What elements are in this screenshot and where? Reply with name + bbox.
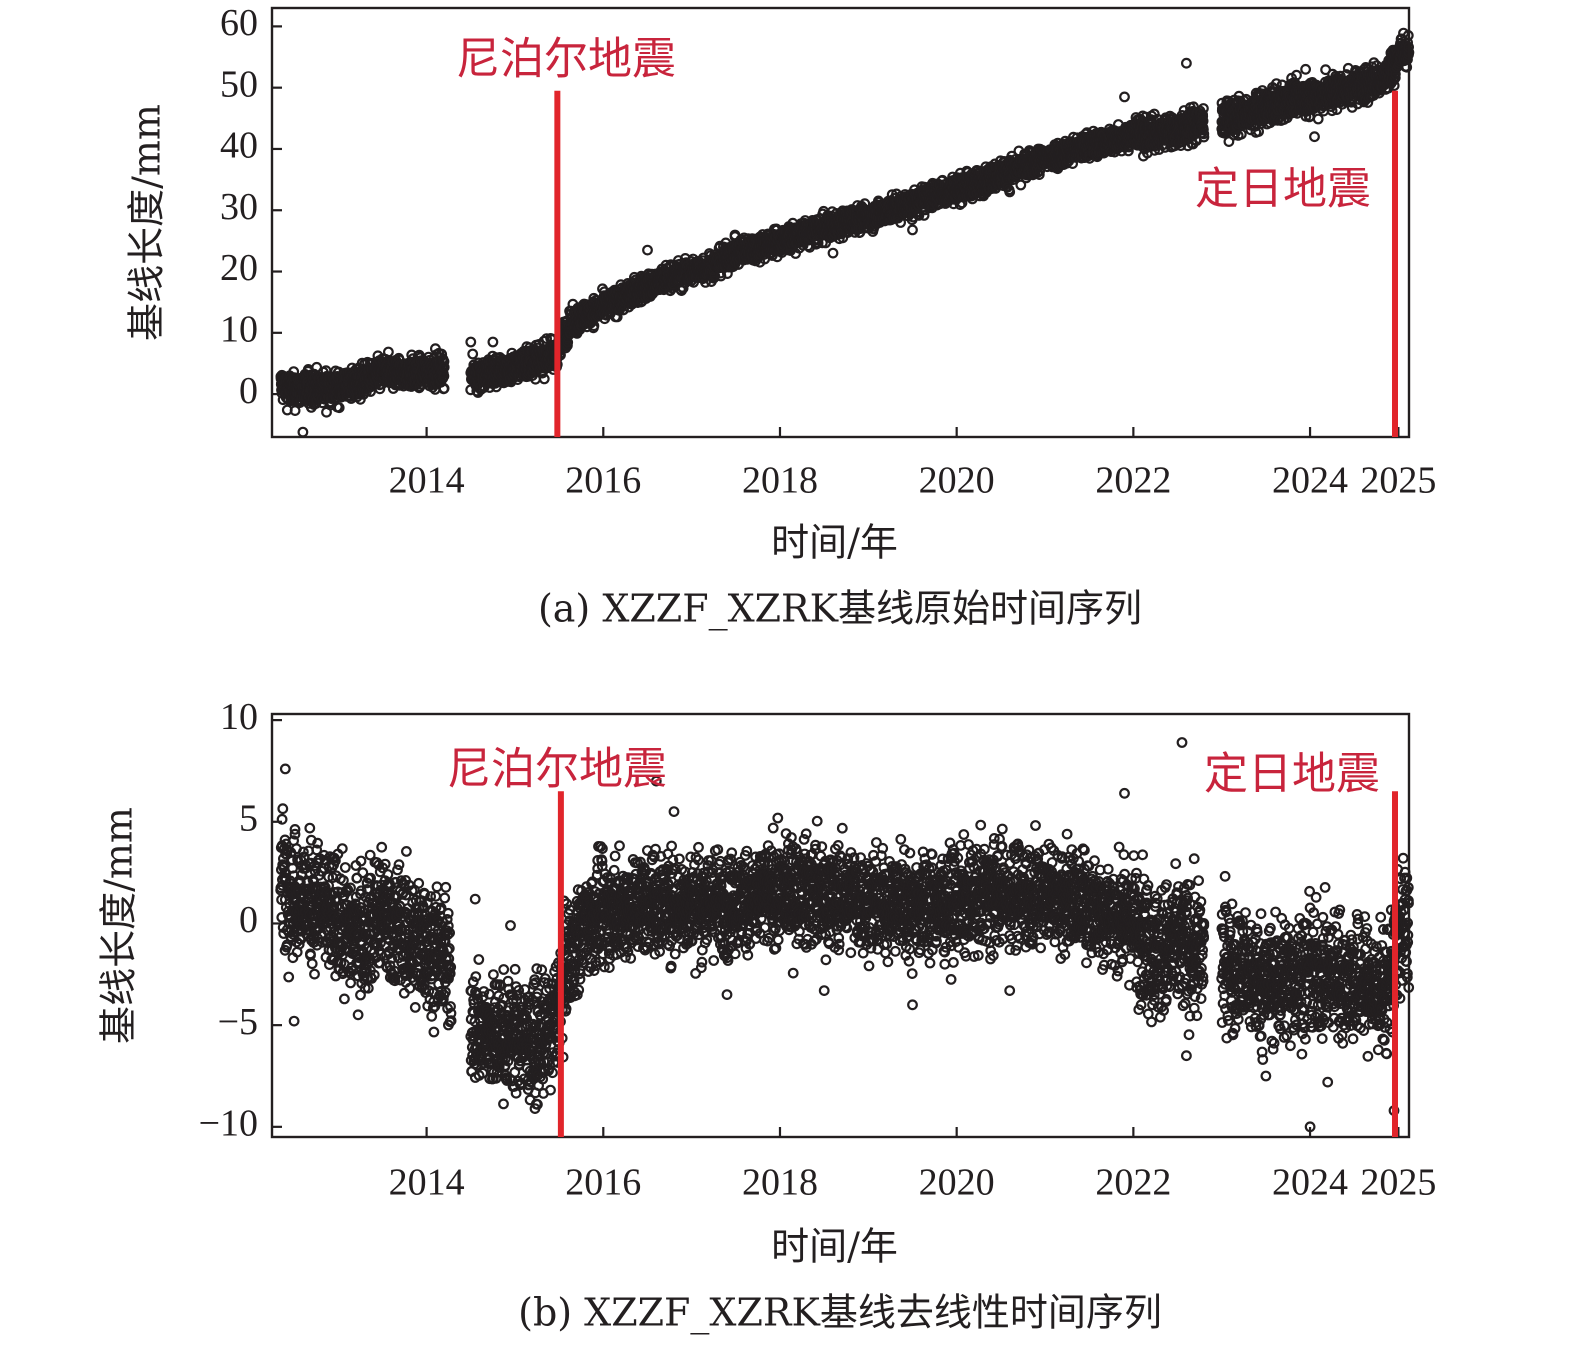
data-point (438, 383, 450, 394)
data-point (365, 386, 377, 397)
data-point (333, 402, 345, 414)
data-point (288, 366, 300, 378)
data-point (467, 348, 479, 360)
chart-panel-a: 2014 2016 2018 2020 2022 2024 2025010203040506… (125, 2, 1437, 631)
data-point (438, 361, 450, 373)
data-point (438, 356, 450, 367)
data-points-a (275, 27, 1415, 438)
